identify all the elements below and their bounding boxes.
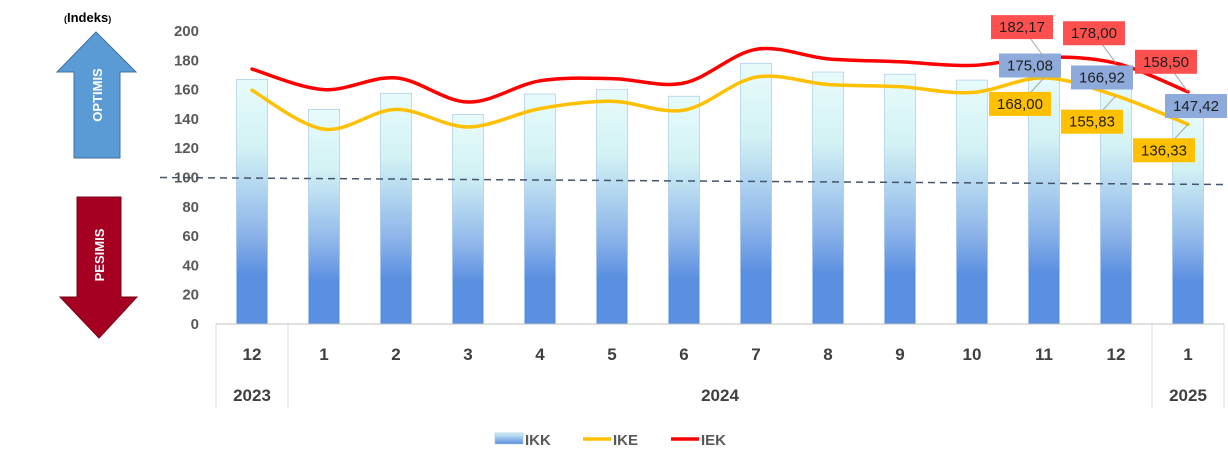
data-labels: 175,08 166,92 147,42 168,00 155,83 136,33 182,…	[989, 15, 1227, 163]
label-box	[991, 15, 1053, 40]
optimism-arrow-icon: OPTIMIS	[55, 31, 138, 159]
x-tick-label: 1	[1183, 345, 1192, 364]
y-tick-label: 180	[174, 52, 199, 69]
data-label: 147,42	[1173, 98, 1219, 115]
y-tick-label: 120	[174, 140, 199, 157]
bar-ikk	[956, 79, 988, 325]
label-box	[1063, 21, 1125, 46]
bar-ikk	[740, 62, 772, 325]
data-label: 178,00	[1071, 25, 1117, 42]
unit-label: (Indeks)	[64, 10, 111, 25]
year-label: 2024	[701, 386, 739, 405]
label-box	[1071, 65, 1133, 90]
year-label: 2025	[1169, 386, 1207, 405]
bar-ikk	[452, 114, 484, 325]
data-label: 136,33	[1141, 142, 1187, 159]
x-tick-label: 5	[607, 345, 616, 364]
x-tick-label: 12	[243, 345, 262, 364]
y-tick-label: 40	[182, 257, 199, 274]
bar-ikk	[812, 71, 844, 325]
label-box	[1135, 49, 1197, 74]
y-tick-label: 80	[182, 199, 199, 216]
legend-swatch-ikk	[494, 432, 524, 445]
ikk-bars	[236, 62, 1204, 325]
label-box	[1133, 138, 1195, 163]
y-tick-label: 160	[174, 82, 199, 99]
data-label: 166,92	[1079, 69, 1125, 86]
bar-ikk	[668, 95, 700, 325]
y-tick-label: 200	[174, 23, 199, 40]
label-box	[1165, 94, 1227, 119]
y-tick-label: 140	[174, 111, 199, 128]
pessimism-label: PESIMIS	[92, 228, 107, 281]
bar-ikk	[236, 79, 268, 325]
y-tick-label: 20	[182, 287, 199, 304]
pessimism-arrow-icon: PESIMIS	[58, 196, 139, 339]
data-label: 182,17	[999, 19, 1045, 36]
label-box	[999, 53, 1061, 78]
x-tick-label: 8	[823, 345, 832, 364]
x-tick-label: 3	[463, 345, 472, 364]
x-tick-label: 9	[895, 345, 904, 364]
x-tick-label: 12	[1107, 345, 1126, 364]
year-label: 2023	[233, 386, 271, 405]
bar-ikk	[524, 93, 556, 325]
bar-ikk	[884, 73, 916, 325]
bar-ikk	[596, 89, 628, 325]
data-label: 158,50	[1143, 54, 1189, 71]
x-tick-label: 6	[679, 345, 688, 364]
x-tick-label: 2	[391, 345, 400, 364]
x-tick-label: 7	[751, 345, 760, 364]
legend: IKK IKE IEK	[494, 432, 726, 449]
threshold-line	[159, 176, 1225, 186]
data-label: 168,00	[997, 96, 1043, 113]
y-tick-label: 0	[191, 316, 199, 333]
bar-ikk	[308, 109, 340, 325]
bar-ikk	[380, 92, 412, 325]
legend-label: IEK	[701, 432, 726, 449]
data-label: 175,08	[1007, 58, 1053, 75]
x-tick-label: 4	[535, 345, 545, 364]
label-box	[1061, 109, 1123, 134]
legend-label: IKK	[525, 432, 551, 449]
x-tick-label: 10	[963, 345, 982, 364]
line-ike	[250, 74, 1190, 132]
data-label: 155,83	[1069, 114, 1115, 131]
x-tick-label: 1	[319, 345, 328, 364]
optimism-label: OPTIMIS	[90, 68, 105, 122]
legend-label: IKE	[613, 432, 638, 449]
y-tick-label: 60	[182, 228, 199, 245]
label-box	[989, 91, 1051, 116]
x-tick-label: 11	[1035, 345, 1053, 364]
